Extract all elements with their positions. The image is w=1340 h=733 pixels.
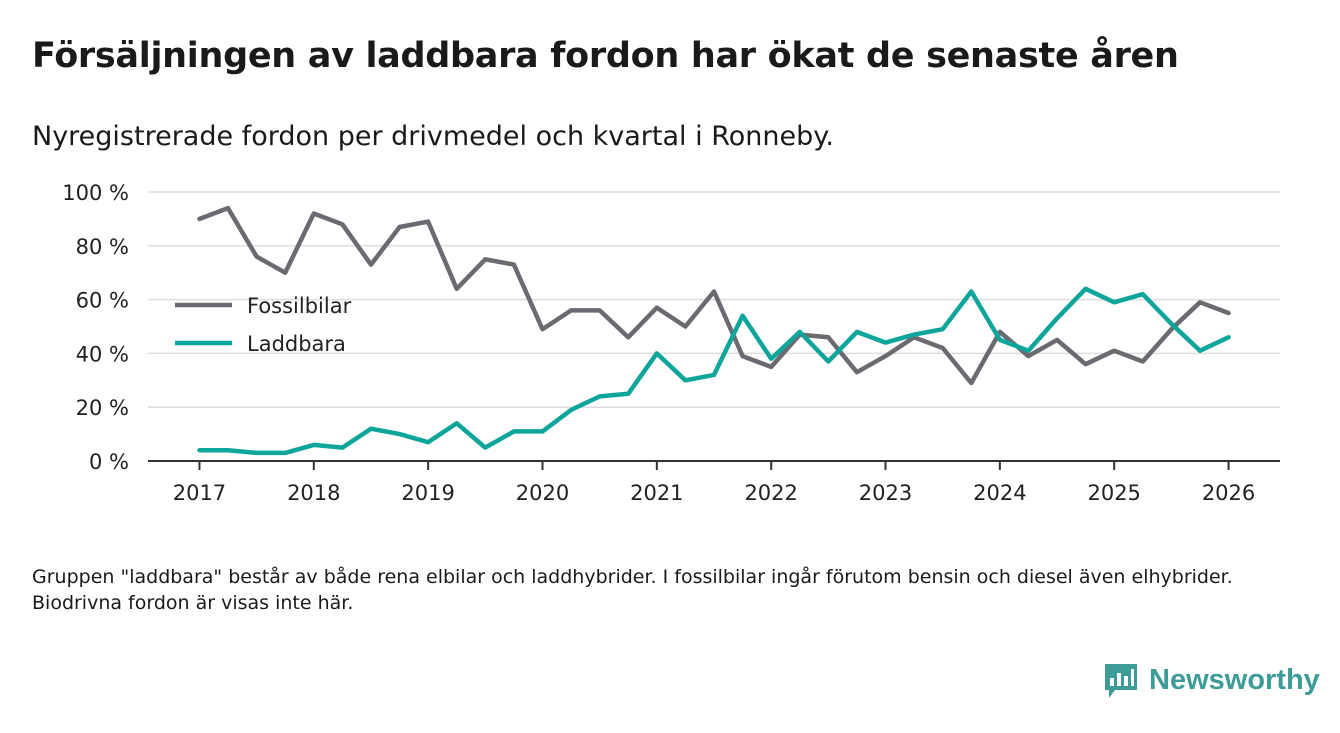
x-tick-label: 2018 bbox=[287, 481, 340, 505]
x-axis: 2017 2018 2019 2020 2021 2022 2023 2024 2025 2026 bbox=[148, 460, 1280, 505]
chart-title: Försäljningen av laddbara fordon har öka… bbox=[32, 36, 1179, 76]
footnote: Gruppen "laddbara" består av både rena e… bbox=[32, 566, 1233, 614]
x-tick-label: 2022 bbox=[744, 481, 797, 505]
x-tick-label: 2026 bbox=[1202, 481, 1255, 505]
x-tick-label: 2025 bbox=[1087, 481, 1140, 505]
legend-label-fossilbilar: Fossilbilar bbox=[247, 294, 352, 318]
y-tick-label: 60 % bbox=[76, 289, 129, 313]
gridlines bbox=[148, 191, 1280, 408]
y-axis: 0 % 20 % 40 % 60 % 80 % 100 % bbox=[62, 181, 129, 474]
series-line-fossilbilar bbox=[197, 205, 1231, 386]
line-chart: 0 % 20 % 40 % 60 % 80 % 100 % 2017 2018 2019 202… bbox=[62, 181, 1280, 505]
legend-label-laddbara: Laddbara bbox=[247, 332, 346, 356]
x-tick-label: 2023 bbox=[859, 481, 912, 505]
x-tick-label: 2019 bbox=[401, 481, 454, 505]
newsworthy-logo-icon bbox=[1105, 664, 1137, 698]
x-tick-label: 2020 bbox=[516, 481, 569, 505]
series-lines bbox=[197, 205, 1231, 456]
x-tick-label: 2024 bbox=[973, 481, 1026, 505]
y-tick-label: 40 % bbox=[76, 342, 129, 366]
x-tick-label: 2021 bbox=[630, 481, 683, 505]
chart-subtitle: Nyregistrerade fordon per drivmedel och … bbox=[32, 121, 834, 152]
y-tick-label: 0 % bbox=[89, 450, 129, 474]
y-tick-label: 100 % bbox=[62, 181, 129, 205]
y-tick-label: 20 % bbox=[76, 396, 129, 420]
brand-name: Newsworthy bbox=[1149, 663, 1320, 696]
x-tick-label: 2017 bbox=[173, 481, 226, 505]
y-tick-label: 80 % bbox=[76, 235, 129, 259]
brand-logo: Newsworthy bbox=[1103, 660, 1320, 700]
series-line-laddbara bbox=[197, 286, 1231, 456]
legend: Fossilbilar Laddbara bbox=[175, 294, 352, 356]
